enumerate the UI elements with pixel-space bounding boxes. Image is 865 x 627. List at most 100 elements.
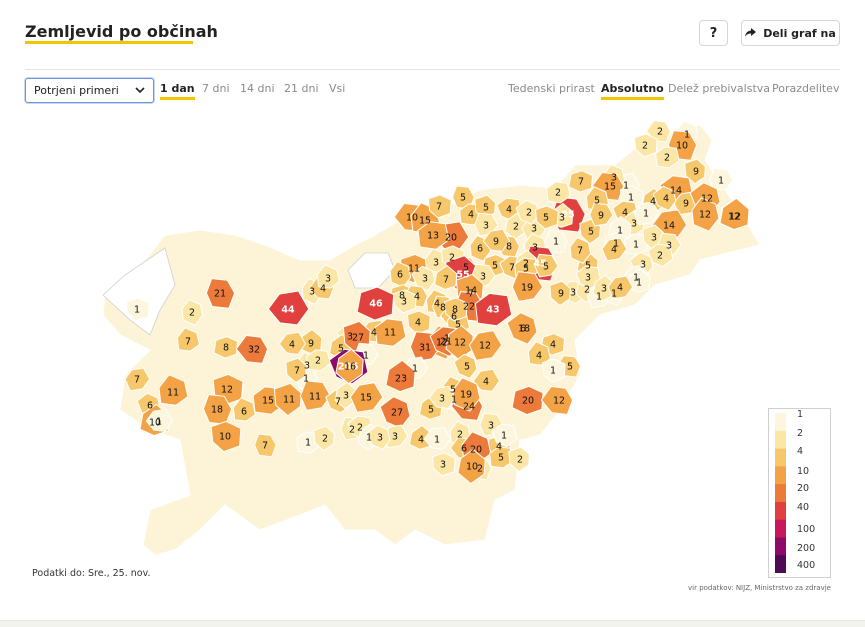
municipality-region[interactable] <box>589 202 614 227</box>
municipality-region[interactable] <box>278 331 307 355</box>
municipality-region[interactable] <box>205 278 236 309</box>
municipality-region[interactable] <box>428 385 457 409</box>
municipality-region[interactable] <box>427 194 452 219</box>
municipality-value-label: 45 <box>533 259 546 270</box>
metric-select[interactable]: Potrjeni primeri <box>25 78 154 103</box>
tab-delez-prebivalstva[interactable]: Delež prebivalstva <box>668 82 771 95</box>
tab-7-dni[interactable]: 7 dni <box>202 82 230 95</box>
municipality-region[interactable] <box>235 334 269 364</box>
municipality-value-label: 10 <box>676 141 688 152</box>
municipality-region[interactable] <box>316 264 340 289</box>
municipality-region[interactable] <box>213 336 239 359</box>
municipality-region[interactable] <box>511 271 544 302</box>
tab-absolutno[interactable]: Absolutno <box>601 82 664 100</box>
municipality-value-label: 19 <box>460 390 472 401</box>
municipality-region[interactable] <box>647 243 674 268</box>
municipality-region[interactable] <box>691 197 720 232</box>
municipality-region[interactable] <box>452 377 481 412</box>
municipality-region[interactable] <box>125 297 150 322</box>
municipality-region[interactable] <box>709 167 734 192</box>
municipality-region[interactable] <box>158 374 189 406</box>
municipality-region[interactable] <box>472 368 501 392</box>
municipality-region[interactable] <box>374 318 407 347</box>
municipality-region[interactable] <box>515 199 540 226</box>
municipality-region[interactable] <box>431 452 456 477</box>
municipality-region[interactable] <box>385 359 416 393</box>
municipality-region[interactable] <box>534 253 559 278</box>
municipality-region[interactable] <box>468 330 503 361</box>
municipality-region[interactable] <box>489 446 514 469</box>
tab-14-dni[interactable]: 14 dni <box>240 82 275 95</box>
municipality-region[interactable] <box>210 420 242 453</box>
municipality-region[interactable] <box>349 382 384 413</box>
legend-label: 2 <box>797 428 804 439</box>
municipality-region[interactable] <box>423 426 452 450</box>
municipality-region[interactable] <box>124 367 151 392</box>
municipality-region[interactable] <box>549 280 571 307</box>
municipality-region[interactable] <box>506 312 538 345</box>
municipality-region[interactable] <box>411 265 436 292</box>
municipality-region[interactable] <box>457 448 486 485</box>
legend-swatch <box>775 466 786 485</box>
municipality-region[interactable] <box>568 170 594 193</box>
municipality-value-label: 1 <box>636 278 642 289</box>
municipality-region[interactable] <box>491 423 518 448</box>
share-button[interactable]: Deli graf na <box>741 20 840 46</box>
municipality-region[interactable] <box>655 146 680 169</box>
tab-1-dan[interactable]: 1 dan <box>160 82 195 100</box>
municipality-region[interactable] <box>176 327 200 352</box>
municipality-region[interactable] <box>443 297 468 322</box>
tab-vsi[interactable]: Vsi <box>329 82 346 95</box>
municipality-region[interactable] <box>366 424 391 451</box>
municipality-value-label: 24 <box>463 402 475 413</box>
municipality-value-label: 1 <box>451 395 457 406</box>
municipality-region[interactable] <box>433 264 458 290</box>
municipality-region[interactable] <box>313 425 335 452</box>
municipality-region[interactable] <box>299 380 332 411</box>
municipality-region[interactable] <box>626 267 651 293</box>
municipality-region[interactable] <box>545 229 568 254</box>
municipality-region[interactable] <box>306 349 331 372</box>
municipality-region[interactable] <box>541 358 566 383</box>
municipality-region[interactable] <box>474 292 513 327</box>
municipality-region[interactable] <box>145 408 174 432</box>
municipality-region[interactable] <box>511 385 544 416</box>
municipality-layer <box>102 120 761 556</box>
municipality-value-label: 3 <box>631 219 637 230</box>
municipality-region[interactable] <box>356 286 395 321</box>
municipality-value-label: 5 <box>588 227 594 238</box>
tab-tedenski-prirast[interactable]: Tedenski prirast <box>508 82 595 95</box>
municipality-region[interactable] <box>601 237 628 262</box>
municipality-region[interactable] <box>392 289 417 314</box>
municipality-value-label: 1 <box>684 130 690 141</box>
municipality-region[interactable] <box>652 185 677 212</box>
municipality-region[interactable] <box>633 201 660 226</box>
tab-porazdelitev[interactable]: Porazdelitev <box>772 82 840 95</box>
municipality-region[interactable] <box>540 385 574 415</box>
municipality-region[interactable] <box>181 298 204 326</box>
municipality-region[interactable] <box>607 275 634 300</box>
municipality-region[interactable] <box>575 265 602 290</box>
municipality-value-label: 1 <box>412 364 418 375</box>
municipality-region[interactable] <box>453 353 478 380</box>
municipality-region[interactable] <box>684 158 706 185</box>
municipality-value-label: 1 <box>363 351 369 362</box>
tab-21-dni[interactable]: 21 dni <box>284 82 319 95</box>
municipality-region[interactable] <box>417 221 450 250</box>
municipality-region[interactable] <box>254 433 277 458</box>
municipality-region[interactable] <box>508 446 530 473</box>
municipality-region[interactable] <box>633 133 658 158</box>
municipality-region[interactable] <box>232 397 256 422</box>
municipality-region[interactable] <box>546 181 571 204</box>
municipality-region[interactable] <box>482 228 511 252</box>
help-button[interactable]: ? <box>699 20 728 46</box>
municipality-value-label: 3 <box>309 287 315 298</box>
municipality-region[interactable] <box>285 357 307 384</box>
municipality-region[interactable] <box>569 236 592 264</box>
municipality-region[interactable] <box>719 197 750 231</box>
municipality-region[interactable] <box>267 290 310 326</box>
legend-swatch <box>775 519 786 538</box>
municipality-region[interactable] <box>527 341 551 366</box>
municipality-region[interactable] <box>534 205 559 230</box>
municipality-value-label: 2 <box>449 253 455 264</box>
